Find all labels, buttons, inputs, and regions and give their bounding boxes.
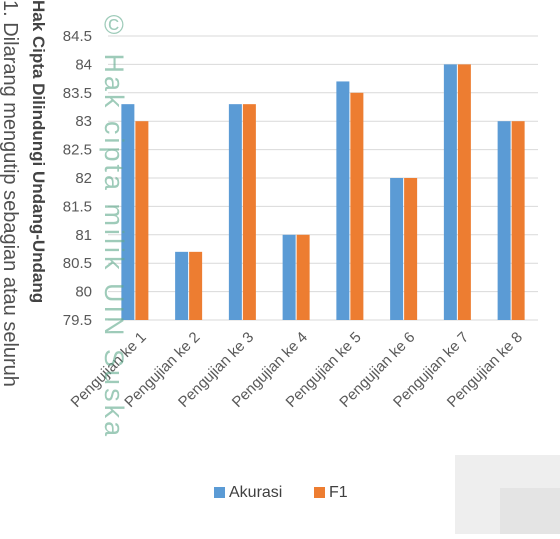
y-tick-label: 81.5 bbox=[63, 198, 92, 215]
bar-akurasi-5 bbox=[336, 81, 350, 320]
gridlines bbox=[108, 35, 538, 321]
bar-akurasi-8 bbox=[497, 121, 511, 320]
watermark-rule-text: 1. Dilarang mengutip sebagian atau selur… bbox=[0, 0, 21, 387]
y-axis-ticks: 79.5 80 80.5 81 81.5 82 82.5 83 83.5 84 84.5 bbox=[63, 28, 92, 329]
y-tick-label: 82 bbox=[75, 170, 92, 187]
legend-swatch-f1 bbox=[314, 487, 325, 498]
legend-swatch-akurasi bbox=[214, 487, 225, 498]
legend-label-akurasi: Akurasi bbox=[229, 484, 282, 501]
bar-akurasi-6 bbox=[390, 178, 404, 320]
y-tick-label: 82.5 bbox=[63, 142, 92, 159]
bar-f1-7 bbox=[457, 64, 471, 321]
bar-f1-1 bbox=[135, 121, 149, 320]
y-tick-label: 79.5 bbox=[63, 312, 92, 329]
y-tick-label: 84.5 bbox=[63, 28, 92, 45]
bars bbox=[121, 64, 525, 321]
y-tick-label: 80 bbox=[75, 284, 92, 301]
watermark-logo-block-inner bbox=[500, 488, 560, 534]
y-tick-label: 80.5 bbox=[63, 255, 92, 272]
bar-f1-8 bbox=[511, 121, 525, 320]
legend: Akurasi F1 bbox=[214, 484, 348, 501]
bar-akurasi-7 bbox=[443, 64, 457, 321]
watermark-brand-text: © Hak cipta milik UIN Suska bbox=[99, 10, 129, 440]
legend-label-f1: F1 bbox=[329, 484, 348, 501]
watermark-heading-text: Hak Cipta Dilindungi Undang-Undang bbox=[29, 0, 48, 304]
bar-f1-2 bbox=[189, 251, 203, 320]
bar-f1-6 bbox=[404, 178, 418, 320]
bar-akurasi-2 bbox=[175, 251, 189, 320]
y-tick-label: 81 bbox=[75, 227, 92, 244]
bar-f1-5 bbox=[350, 92, 364, 320]
y-tick-label: 83 bbox=[75, 113, 92, 130]
y-tick-label: 83.5 bbox=[63, 85, 92, 102]
bar-f1-3 bbox=[242, 104, 256, 320]
bar-akurasi-1 bbox=[121, 104, 135, 320]
bar-akurasi-4 bbox=[282, 234, 296, 320]
bar-f1-4 bbox=[296, 234, 310, 320]
y-tick-label: 84 bbox=[75, 56, 92, 73]
bar-akurasi-3 bbox=[228, 104, 242, 320]
